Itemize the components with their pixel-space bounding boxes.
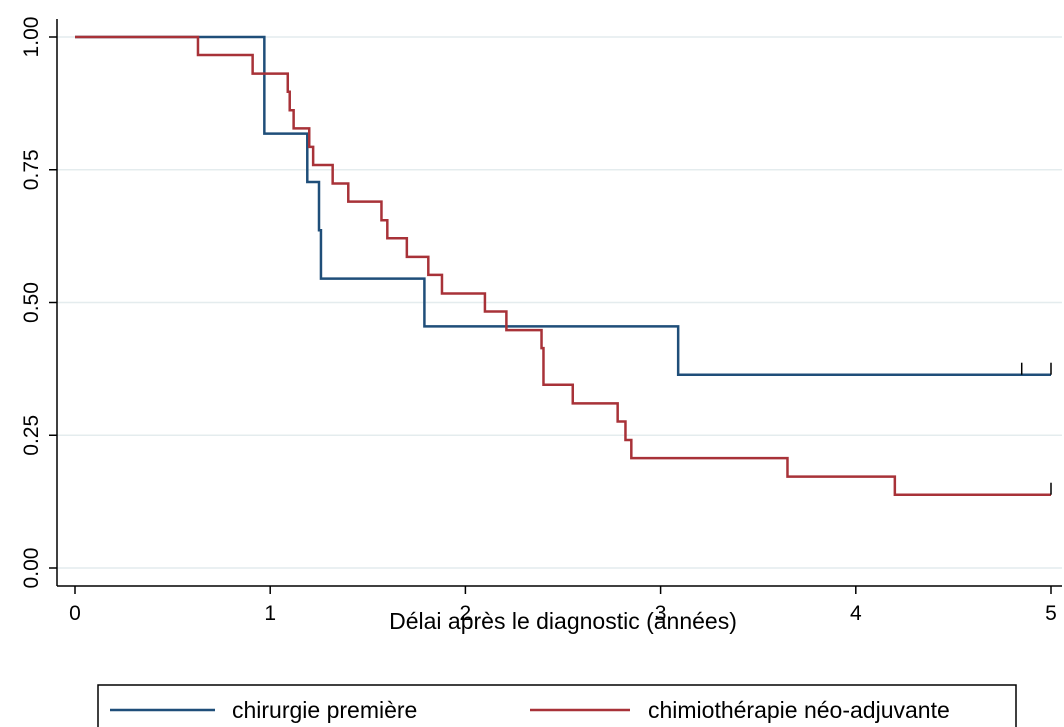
x-tick-label-4: 4: [850, 602, 862, 625]
axes: 0 1 2 3 4 5 0.00 0.25 0.50 0.75 1.00 Délai après …: [20, 17, 1062, 634]
legend-label-chimiotherapie: chimiothérapie néo-adjuvante: [648, 697, 950, 723]
x-ticks: 0 1 2 3 4 5: [69, 586, 1057, 625]
y-tick-label-0: 0.00: [20, 548, 43, 589]
y-tick-label-4: 1.00: [20, 17, 43, 58]
legend: chirurgie première chimiothérapie néo-ad…: [97, 684, 1017, 727]
legend-box: [97, 684, 1017, 727]
grid-lines: [57, 36, 1062, 569]
x-tick-label-1: 1: [264, 602, 276, 625]
x-tick-label-2: 2: [460, 602, 472, 625]
x-tick-label-3: 3: [655, 602, 667, 625]
legend-label-chirurgie: chirurgie première: [232, 697, 417, 723]
x-tick-label-0: 0: [69, 602, 81, 625]
y-tick-label-2: 0.50: [20, 282, 43, 323]
x-tick-label-5: 5: [1045, 602, 1057, 625]
y-tick-label-3: 0.75: [20, 149, 43, 190]
y-tick-label-1: 0.25: [20, 415, 43, 456]
x-axis-title: Délai après le diagnostic (années): [389, 608, 737, 634]
series-line-0: [75, 35, 1051, 376]
series-line-1: [75, 35, 1051, 496]
y-ticks: 0.00 0.25 0.50 0.75 1.00: [20, 17, 57, 589]
series-layer: [75, 35, 1052, 496]
